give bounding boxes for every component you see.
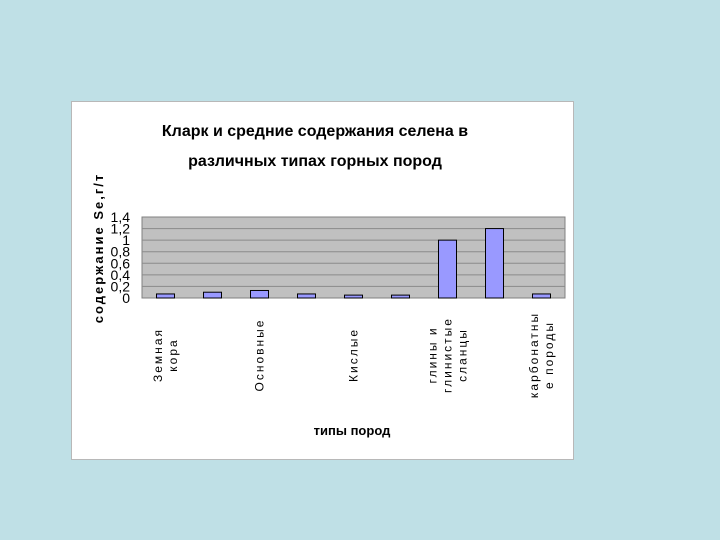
x-tick-label: Кислые <box>347 328 361 382</box>
bar <box>391 294 410 299</box>
x-tick-label: Земная <box>151 328 165 382</box>
y-tick-label: 0,6 <box>111 255 131 271</box>
y-tick-label: 0 <box>122 290 130 306</box>
x-axis-label: типы пород <box>314 423 391 438</box>
x-tick-label: глины и <box>426 326 440 383</box>
x-tick-label: Основные <box>253 319 267 392</box>
bar <box>297 293 316 299</box>
x-tick-label: е породы <box>542 321 556 389</box>
x-tick-label: сланцы <box>456 328 470 382</box>
bar <box>532 293 551 299</box>
x-tick-label: глинистые <box>441 317 455 393</box>
bar <box>156 293 175 299</box>
bar <box>203 291 222 299</box>
x-tick-label: карбонатны <box>527 312 541 398</box>
bar <box>438 239 457 299</box>
chart-panel: Кларк и средние содержания селена в разл… <box>71 101 574 460</box>
x-tick-label: кора <box>166 338 180 371</box>
y-tick-label: 1,4 <box>111 209 131 225</box>
bar <box>344 294 363 299</box>
bar <box>250 289 269 299</box>
y-tick-label: 1,2 <box>111 221 131 237</box>
y-tick-label: 0,8 <box>111 244 131 260</box>
y-tick-label: 0,2 <box>111 278 131 294</box>
y-tick-label: 1 <box>122 232 130 248</box>
y-axis-label: содержание Se,г/т <box>91 173 106 323</box>
chart-title-line-1: Кларк и средние содержания селена в <box>162 123 468 140</box>
bar <box>485 228 504 299</box>
chart-title-line-2: различных типах горных пород <box>188 153 442 170</box>
chart-svg: Кларк и средние содержания селена в разл… <box>91 123 566 438</box>
y-tick-label: 0,4 <box>111 267 131 283</box>
